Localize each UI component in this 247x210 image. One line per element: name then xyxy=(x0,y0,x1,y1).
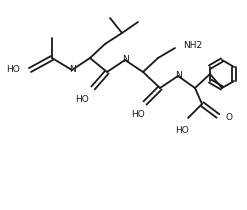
Text: HO: HO xyxy=(175,126,189,135)
Text: HO: HO xyxy=(131,110,145,119)
Text: N: N xyxy=(122,55,128,64)
Text: N: N xyxy=(69,66,75,75)
Text: HO: HO xyxy=(75,95,89,104)
Text: O: O xyxy=(225,113,232,122)
Text: HO: HO xyxy=(6,66,20,75)
Text: NH2: NH2 xyxy=(183,41,202,50)
Text: N: N xyxy=(175,71,181,80)
